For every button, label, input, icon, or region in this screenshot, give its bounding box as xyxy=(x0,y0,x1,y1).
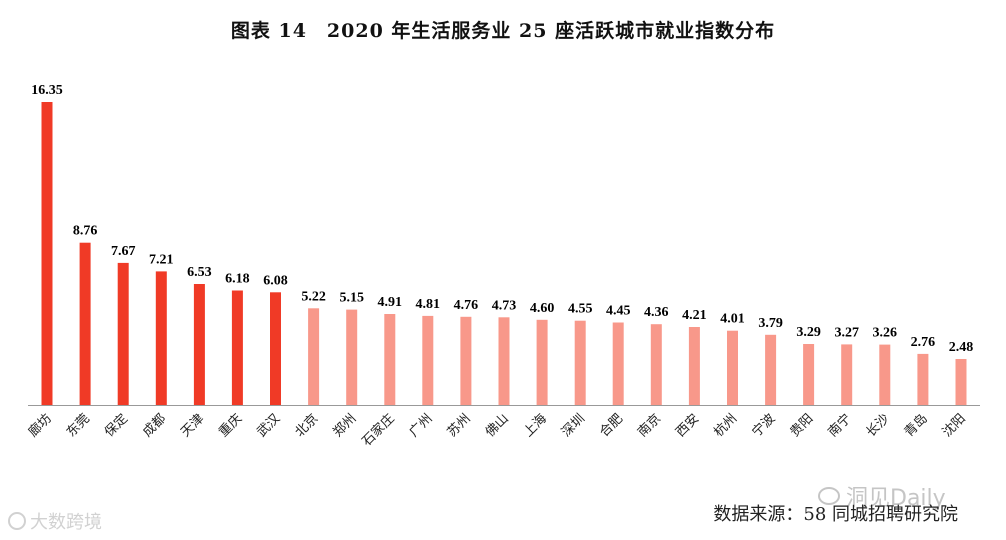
value-label: 4.01 xyxy=(720,312,745,327)
category-label: 广州 xyxy=(407,411,436,440)
category-label: 上海 xyxy=(521,411,550,440)
watermark-brand-text: 大数跨境 xyxy=(30,512,102,533)
wechat-icon xyxy=(818,487,840,505)
bar-沈阳 xyxy=(955,359,967,405)
watermark-brand: 大数跨境 xyxy=(8,508,102,534)
value-label: 4.73 xyxy=(492,298,517,313)
category-label: 贵阳 xyxy=(787,411,816,440)
category-label: 深圳 xyxy=(559,411,588,440)
weibo-icon xyxy=(8,512,26,530)
value-label: 8.76 xyxy=(73,224,98,239)
bar-成都 xyxy=(155,271,167,405)
category-label: 佛山 xyxy=(483,411,512,440)
category-label: 苏州 xyxy=(444,411,474,441)
bar-广州 xyxy=(422,315,434,405)
value-label: 4.21 xyxy=(682,308,707,323)
bar-南宁 xyxy=(841,344,853,405)
bar-深圳 xyxy=(574,320,586,405)
bar-苏州 xyxy=(460,316,472,405)
chart-title: 图表 14 2020 年生活服务业 25 座活跃城市就业指数分布 xyxy=(230,20,776,42)
category-label: 北京 xyxy=(292,411,321,440)
category-label: 东莞 xyxy=(64,411,93,440)
category-label: 长沙 xyxy=(864,411,893,440)
category-label: 郑州 xyxy=(331,411,360,440)
bar-北京 xyxy=(308,308,320,405)
bar-武汉 xyxy=(270,292,281,405)
category-label: 成都 xyxy=(140,411,169,440)
value-label: 6.53 xyxy=(187,265,212,280)
value-label: 5.15 xyxy=(339,291,364,306)
value-label: 5.22 xyxy=(301,289,326,304)
category-label: 宁波 xyxy=(749,411,779,441)
bar-宁波 xyxy=(765,334,777,405)
category-label: 南宁 xyxy=(825,411,855,441)
category-label: 廊坊 xyxy=(25,411,55,441)
category-label: 天津 xyxy=(178,411,207,440)
bar-郑州 xyxy=(346,309,358,405)
bar-重庆 xyxy=(231,290,243,405)
bar-上海 xyxy=(536,319,548,405)
bar-佛山 xyxy=(498,317,510,405)
value-label: 6.18 xyxy=(225,272,250,287)
watermark-daily: 洞见Daily xyxy=(818,480,946,512)
category-labels-group: 廊坊 东莞 保定 成都 天津 重庆 武汉 北京 郑州 石家庄 广州 苏州 佛山 上海 深圳 合肥 南京 西安 杭州宁… xyxy=(25,411,969,450)
bar-石家庄 xyxy=(384,314,396,405)
bar-杭州 xyxy=(727,330,738,405)
value-label: 3.27 xyxy=(834,325,859,340)
value-label: 2.76 xyxy=(911,335,936,350)
bar-贵阳 xyxy=(803,344,815,405)
watermark-daily-text: 洞见Daily xyxy=(846,486,946,511)
bar-天津 xyxy=(193,284,205,405)
bar-东莞 xyxy=(79,242,91,405)
value-label: 3.29 xyxy=(796,325,821,340)
value-label: 4.45 xyxy=(606,304,631,319)
source-note: 数据来源：58 同城招聘研究院 xyxy=(713,504,958,525)
bar-廊坊 xyxy=(41,102,53,405)
value-label: 2.48 xyxy=(949,340,974,355)
category-label: 重庆 xyxy=(216,411,246,441)
value-label: 4.55 xyxy=(568,302,593,317)
bar-南京 xyxy=(650,324,662,405)
bar-长沙 xyxy=(879,344,891,405)
bar-合肥 xyxy=(612,322,624,405)
bar-保定 xyxy=(117,262,129,405)
value-label: 7.67 xyxy=(111,244,136,259)
value-label: 16.35 xyxy=(31,83,63,98)
value-label: 4.91 xyxy=(378,295,403,310)
category-label: 保定 xyxy=(102,411,131,440)
category-label: 石家庄 xyxy=(359,411,398,450)
bars-group xyxy=(41,102,967,405)
value-label: 3.26 xyxy=(873,326,898,341)
value-label: 4.60 xyxy=(530,301,555,316)
category-label: 西安 xyxy=(673,411,702,440)
value-label: 6.08 xyxy=(263,273,288,288)
value-label: 4.81 xyxy=(416,297,441,312)
category-label: 合肥 xyxy=(597,411,626,440)
bar-青岛 xyxy=(917,353,929,405)
value-label: 3.79 xyxy=(758,316,783,331)
category-label: 杭州 xyxy=(711,411,740,440)
category-label: 青岛 xyxy=(901,411,931,441)
category-label: 武汉 xyxy=(254,411,283,440)
value-label: 4.76 xyxy=(454,298,479,313)
category-label: 南京 xyxy=(634,411,664,441)
value-label: 4.36 xyxy=(644,305,669,320)
bar-西安 xyxy=(688,327,700,405)
value-label: 7.21 xyxy=(149,252,174,267)
value-labels-group: 16.35 8.76 7.67 7.21 6.53 6.18 6.08 5.22 5.15 4.9… xyxy=(31,83,973,355)
category-label: 沈阳 xyxy=(940,411,969,440)
